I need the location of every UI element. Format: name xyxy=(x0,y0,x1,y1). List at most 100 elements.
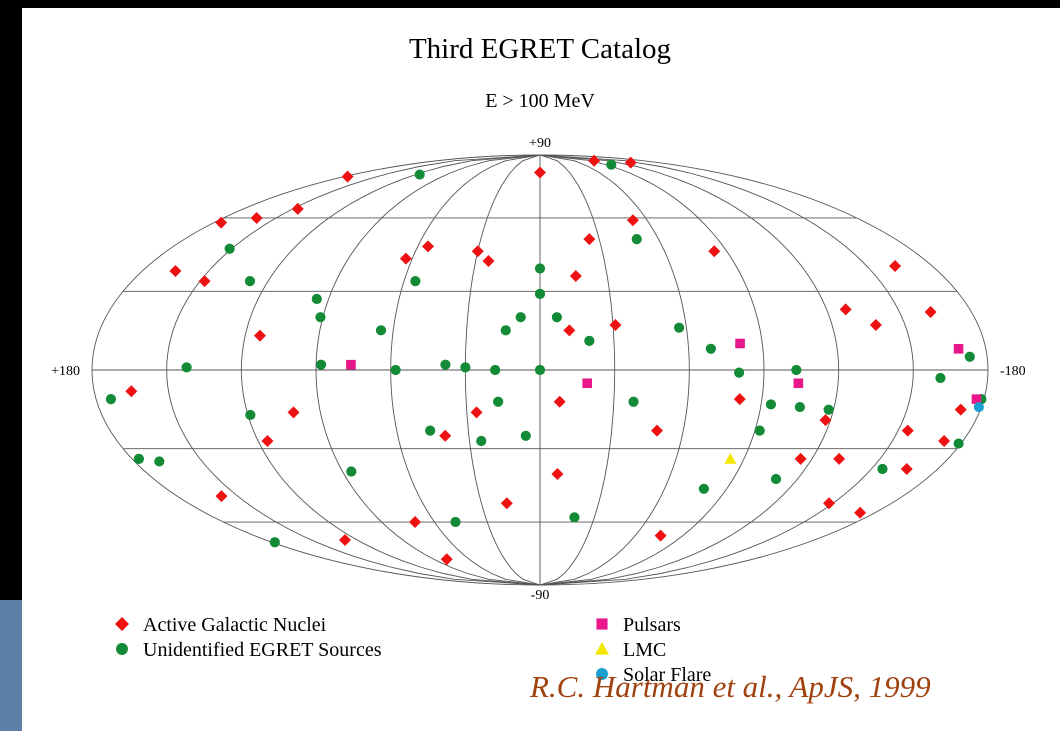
marker-circle xyxy=(632,234,642,244)
marker-circle xyxy=(535,263,545,273)
marker-diamond xyxy=(199,275,211,287)
marker-circle xyxy=(974,402,984,412)
marker-diamond xyxy=(251,212,263,224)
legend-label: Unidentified EGRET Sources xyxy=(143,639,382,661)
marker-circle xyxy=(391,365,401,375)
marker-circle xyxy=(706,344,716,354)
marker-circle xyxy=(346,466,356,476)
marker-diamond xyxy=(439,430,451,442)
marker-diamond xyxy=(483,255,495,267)
marker-circle xyxy=(516,312,526,322)
marker-circle xyxy=(270,537,280,547)
marker-circle xyxy=(154,456,164,466)
marker-circle xyxy=(584,336,594,346)
marker-circle xyxy=(755,426,765,436)
marker-circle xyxy=(877,464,887,474)
marker-circle xyxy=(791,365,801,375)
top-band xyxy=(0,0,1060,8)
marker-diamond xyxy=(554,396,566,408)
marker-circle xyxy=(245,276,255,286)
citation: R.C. Hartman et al., ApJS, 1999 xyxy=(530,668,960,706)
marker-circle xyxy=(476,436,486,446)
marker-diamond xyxy=(342,171,354,183)
marker-diamond xyxy=(261,435,273,447)
marker-circle xyxy=(771,474,781,484)
marker-circle xyxy=(965,352,975,362)
marker-circle xyxy=(535,289,545,299)
marker-square xyxy=(346,360,356,370)
marker-circle xyxy=(824,405,834,415)
marker-circle xyxy=(521,431,531,441)
marker-diamond xyxy=(471,406,483,418)
left-band xyxy=(0,0,22,600)
marker-circle xyxy=(935,373,945,383)
marker-triangle xyxy=(724,453,736,464)
marker-diamond xyxy=(400,253,412,265)
marker-diamond xyxy=(215,490,227,502)
marker-circle xyxy=(699,484,709,494)
marker-square xyxy=(794,378,804,388)
marker-circle xyxy=(674,323,684,333)
marker-diamond xyxy=(854,507,866,519)
marker-diamond xyxy=(651,425,663,437)
marker-diamond xyxy=(125,385,137,397)
marker-circle xyxy=(316,360,326,370)
marker-square xyxy=(582,378,592,388)
marker-circle xyxy=(315,312,325,322)
marker-circle xyxy=(606,159,616,169)
slide: Third EGRET Catalog E > 100 MeV Active G… xyxy=(0,0,1060,731)
marker-diamond xyxy=(840,303,852,315)
marker-diamond xyxy=(472,245,484,257)
legend-label: Active Galactic Nuclei xyxy=(143,614,327,636)
marker-circle xyxy=(376,325,386,335)
marker-circle xyxy=(734,368,744,378)
marker-circle xyxy=(493,397,503,407)
marker-circle xyxy=(766,399,776,409)
marker-diamond xyxy=(609,319,621,331)
marker-diamond xyxy=(288,406,300,418)
marker-diamond xyxy=(534,167,546,179)
marker-circle xyxy=(460,362,470,372)
marker-diamond xyxy=(625,157,637,169)
x-tick-label: +180 xyxy=(51,364,80,379)
marker-diamond xyxy=(955,404,967,416)
marker-circle xyxy=(501,325,511,335)
marker-diamond xyxy=(901,463,913,475)
marker-diamond xyxy=(655,530,667,542)
marker-triangle xyxy=(595,642,609,655)
marker-circle xyxy=(182,362,192,372)
marker-circle xyxy=(245,410,255,420)
marker-diamond xyxy=(708,245,720,257)
marker-diamond xyxy=(795,453,807,465)
marker-circle xyxy=(552,312,562,322)
marker-circle xyxy=(535,365,545,375)
marker-diamond xyxy=(501,497,513,509)
marker-diamond xyxy=(734,393,746,405)
marker-circle xyxy=(116,643,128,655)
marker-diamond xyxy=(902,425,914,437)
marker-circle xyxy=(450,517,460,527)
sources xyxy=(106,155,987,566)
marker-diamond xyxy=(925,306,937,318)
marker-square xyxy=(735,339,745,349)
chart-subtitle: E > 100 MeV xyxy=(485,90,595,112)
marker-circle xyxy=(795,402,805,412)
legend-label: Pulsars xyxy=(623,614,681,636)
marker-diamond xyxy=(938,435,950,447)
legend-label: LMC xyxy=(623,639,666,661)
marker-square xyxy=(954,344,964,354)
marker-diamond xyxy=(889,260,901,272)
marker-diamond xyxy=(409,516,421,528)
marker-circle xyxy=(415,169,425,179)
chart: Third EGRET Catalog E > 100 MeV Active G… xyxy=(0,0,1060,731)
marker-diamond xyxy=(570,270,582,282)
marker-circle xyxy=(628,397,638,407)
marker-circle xyxy=(410,276,420,286)
marker-circle xyxy=(425,426,435,436)
marker-diamond xyxy=(833,453,845,465)
marker-diamond xyxy=(870,319,882,331)
marker-square xyxy=(596,618,607,629)
marker-circle xyxy=(225,244,235,254)
marker-circle xyxy=(312,294,322,304)
marker-circle xyxy=(490,365,500,375)
